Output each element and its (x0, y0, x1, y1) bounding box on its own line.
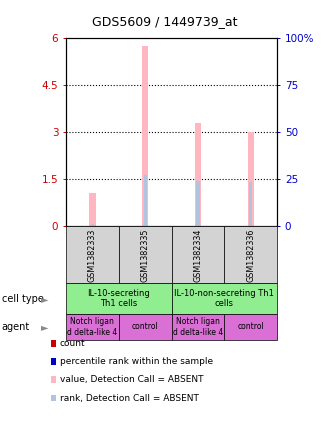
Text: IL-10-secreting
Th1 cells: IL-10-secreting Th1 cells (87, 289, 150, 308)
Text: GSM1382333: GSM1382333 (88, 228, 97, 282)
Text: GSM1382335: GSM1382335 (141, 228, 150, 282)
Text: ►: ► (41, 294, 48, 304)
Text: value, Detection Call = ABSENT: value, Detection Call = ABSENT (60, 375, 203, 385)
Text: GSM1382336: GSM1382336 (246, 228, 255, 282)
Text: control: control (132, 322, 159, 332)
Text: rank, Detection Call = ABSENT: rank, Detection Call = ABSENT (60, 393, 199, 403)
Text: GDS5609 / 1449739_at: GDS5609 / 1449739_at (92, 15, 238, 28)
Bar (91, 224, 94, 226)
Text: IL-10-non-secreting Th1
cells: IL-10-non-secreting Th1 cells (175, 289, 274, 308)
Bar (248, 132, 254, 226)
Text: agent: agent (2, 322, 30, 332)
Text: Notch ligan
d delta-like 4: Notch ligan d delta-like 4 (67, 317, 117, 337)
Bar (249, 182, 252, 226)
Text: cell type: cell type (2, 294, 44, 304)
Bar (89, 193, 96, 226)
Bar (196, 181, 200, 226)
Text: GSM1382334: GSM1382334 (193, 228, 203, 282)
Text: count: count (60, 339, 85, 348)
Text: percentile rank within the sample: percentile rank within the sample (60, 357, 213, 366)
Bar (195, 124, 201, 226)
Text: ►: ► (41, 322, 48, 332)
Bar (144, 176, 147, 226)
Bar (142, 46, 148, 226)
Text: Notch ligan
d delta-like 4: Notch ligan d delta-like 4 (173, 317, 223, 337)
Text: control: control (237, 322, 264, 332)
